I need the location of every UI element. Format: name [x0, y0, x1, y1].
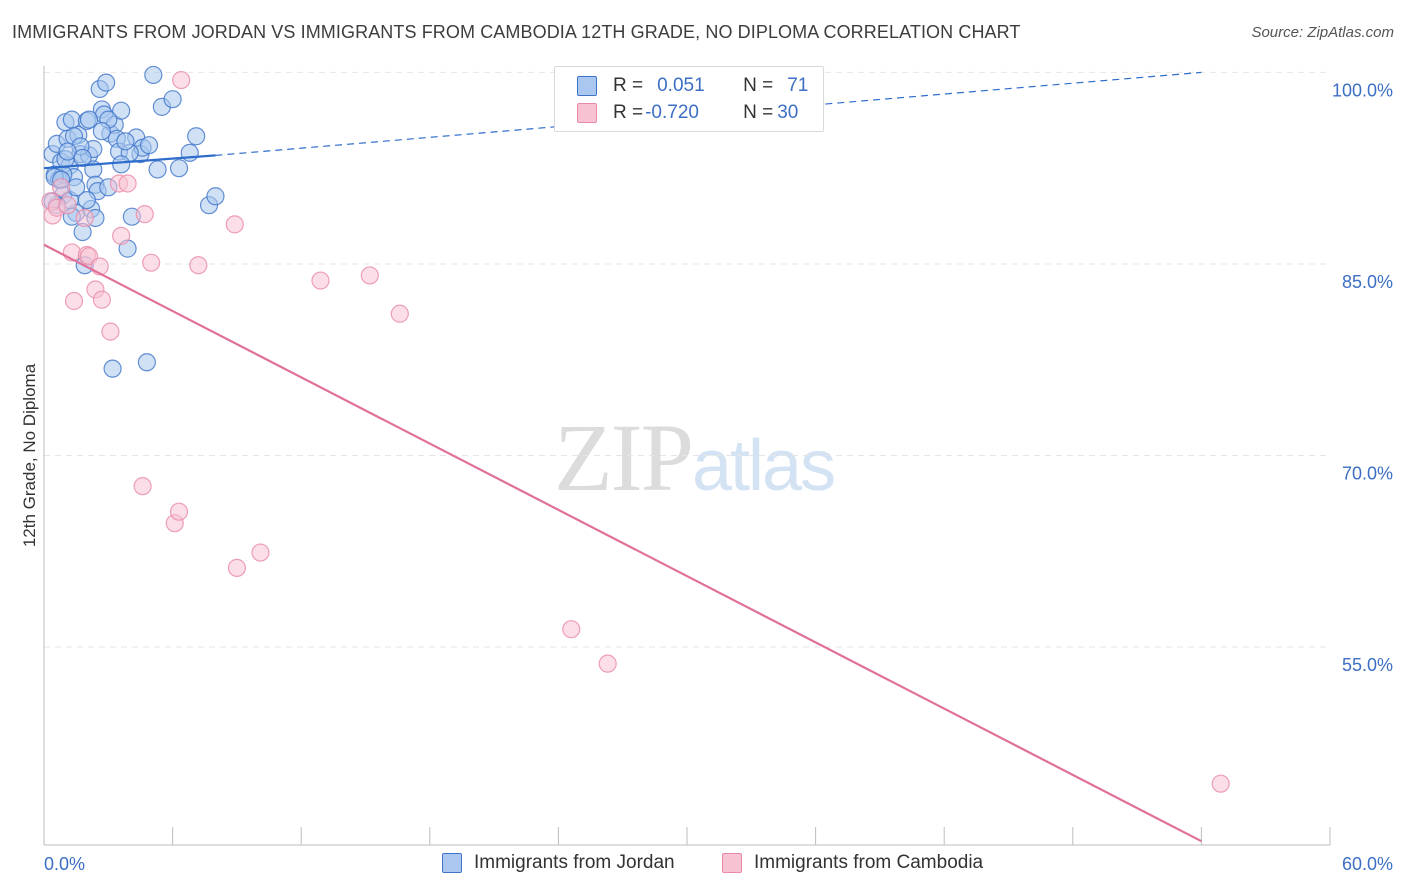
trend-line-cambodia [43, 243, 1202, 843]
data-point-jordan [92, 122, 111, 141]
data-point-cambodia [598, 654, 617, 673]
chart-title: IMMIGRANTS FROM JORDAN VS IMMIGRANTS FRO… [12, 22, 1021, 42]
watermark-zip: ZIP [554, 404, 694, 511]
data-point-cambodia [58, 196, 77, 215]
data-point-jordan [77, 190, 96, 210]
legend-swatch-jordan [577, 76, 597, 96]
bottom-legend-label-cambodia: Immigrants from Cambodia [754, 852, 984, 873]
data-point-jordan [148, 160, 167, 179]
legend-r-label: R = [613, 75, 644, 96]
data-point-jordan [58, 142, 77, 161]
bottom-legend-label-jordan: Immigrants from Jordan [474, 852, 675, 873]
data-point-cambodia [92, 290, 111, 309]
series-cambodia [41, 70, 1230, 793]
data-point-jordan [62, 110, 81, 129]
data-point-cambodia [360, 266, 379, 285]
data-point-jordan [79, 110, 99, 129]
y-tick-label: 70.0% [1342, 464, 1393, 484]
correlation-legend: R = 0.051 N = 71 R = -0.720 N = 30 [554, 66, 824, 132]
data-point-jordan [137, 353, 156, 372]
legend-n-value: 71 [787, 75, 809, 96]
legend-n-value: 30 [777, 102, 799, 123]
legend-n-label: N = [743, 102, 774, 123]
data-point-cambodia [227, 558, 246, 577]
data-point-cambodia [172, 70, 191, 90]
data-point-jordan [73, 148, 92, 168]
watermark-atlas: atlas [692, 426, 836, 506]
x-tick-label: 60.0% [1342, 854, 1393, 874]
data-point-cambodia [133, 477, 152, 496]
data-point-jordan [163, 90, 182, 109]
series-jordan [43, 65, 225, 378]
bottom-legend-swatch-cambodia [722, 853, 742, 873]
data-point-jordan [116, 132, 135, 151]
data-point-jordan [206, 187, 225, 206]
data-point-cambodia [135, 205, 154, 224]
data-point-cambodia [311, 271, 330, 290]
data-point-cambodia [225, 215, 244, 234]
legend-swatch-cambodia [577, 103, 597, 123]
chart-source: Source: ZipAtlas.com [1251, 24, 1394, 41]
data-point-cambodia [52, 178, 71, 197]
y-axis-label: 12th Grade, No Diploma [20, 363, 39, 547]
legend-r-label: R = [613, 102, 644, 123]
legend-n-label: N = [743, 75, 774, 96]
data-point-cambodia [562, 620, 581, 639]
y-tick-label: 100.0% [1332, 80, 1393, 100]
bottom-legend-jordan: Immigrants from Jordan [442, 852, 675, 874]
data-point-cambodia [1211, 774, 1230, 793]
watermark: ZIPatlas [554, 402, 836, 513]
legend-row-jordan: R = 0.051 N = 71 [577, 74, 808, 98]
bottom-legend-swatch-jordan [442, 853, 462, 873]
data-point-cambodia [390, 304, 409, 323]
data-point-cambodia [101, 322, 120, 341]
legend-r-value: -0.720 [645, 102, 699, 123]
data-point-jordan [112, 101, 131, 120]
data-point-cambodia [251, 543, 270, 562]
data-point-jordan [97, 73, 116, 92]
data-point-jordan [103, 359, 122, 378]
trend-line-jordan [43, 154, 216, 170]
y-tick-label: 85.0% [1342, 272, 1393, 292]
bottom-legend-cambodia: Immigrants from Cambodia [722, 852, 983, 874]
data-point-cambodia [169, 502, 189, 521]
data-point-cambodia [112, 226, 131, 245]
data-point-jordan [144, 65, 163, 85]
x-tick-label: 0.0% [44, 854, 85, 874]
y-tick-label: 55.0% [1342, 655, 1393, 675]
data-point-cambodia [142, 253, 161, 272]
data-point-jordan [187, 127, 206, 146]
data-point-cambodia [189, 256, 208, 275]
data-point-cambodia [64, 291, 84, 311]
data-point-jordan [139, 136, 159, 155]
data-point-jordan [112, 155, 131, 174]
legend-r-value: 0.051 [657, 75, 705, 96]
legend-row-cambodia: R = -0.720 N = 30 [577, 101, 798, 125]
data-point-cambodia [118, 174, 137, 193]
data-point-cambodia [75, 208, 94, 228]
data-point-jordan [169, 159, 189, 178]
